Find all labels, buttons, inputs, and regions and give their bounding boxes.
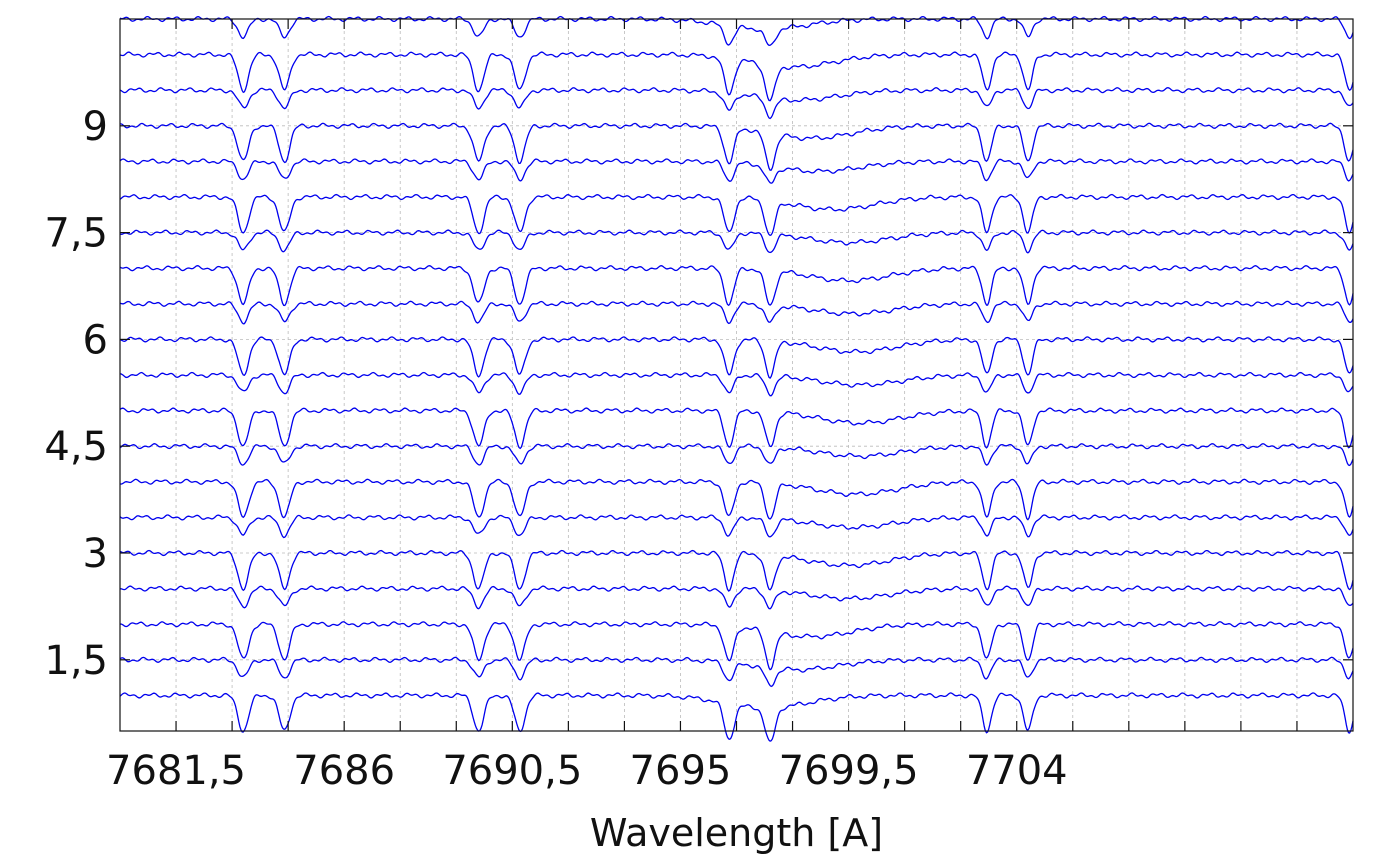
y-tick-label: 3 [83, 531, 108, 577]
spectrum-line [120, 371, 1354, 397]
plot-area [119, 15, 1354, 742]
spectrum-line [119, 193, 1354, 237]
spectrum-line [119, 514, 1354, 539]
x-tick-labels: 7681,5 7686 7690,5 7695 7699,5 7704 [106, 748, 1068, 794]
y-tick-label: 4,5 [44, 424, 108, 470]
spectrum-line [119, 692, 1354, 742]
x-tick-label: 7686 [293, 748, 395, 794]
spectrum-line [119, 656, 1354, 688]
spectrum-line [119, 407, 1354, 450]
spectrum-line [119, 158, 1354, 184]
spectrum-line [120, 122, 1354, 171]
y-tick-label: 9 [83, 104, 108, 150]
x-tick-label: 7704 [966, 748, 1068, 794]
spectrum-line [119, 336, 1354, 380]
spectrum-line [119, 621, 1354, 671]
x-tick-label: 7695 [630, 748, 732, 794]
spectrum-line [119, 229, 1354, 254]
y-tick-labels: 1,5 3 4,5 6 7,5 9 [44, 104, 108, 684]
spectrum-line [119, 300, 1354, 325]
spectrum-line [119, 443, 1354, 467]
spectrum-line [119, 51, 1354, 102]
spectrum-line [119, 549, 1354, 592]
y-tick-label: 7,5 [44, 211, 108, 257]
x-axis-title: Wavelength [A] [590, 811, 883, 855]
ticks [120, 19, 1353, 731]
x-tick-label: 7699,5 [779, 748, 919, 794]
spectrum-line [119, 478, 1354, 521]
x-tick-label: 7681,5 [106, 748, 246, 794]
spectrum-line [119, 265, 1354, 307]
y-tick-label: 6 [83, 317, 108, 363]
spectrum-line [120, 585, 1354, 610]
y-tick-label: 1,5 [44, 638, 108, 684]
spectrum-line [119, 87, 1354, 120]
x-tick-label: 7690,5 [442, 748, 582, 794]
